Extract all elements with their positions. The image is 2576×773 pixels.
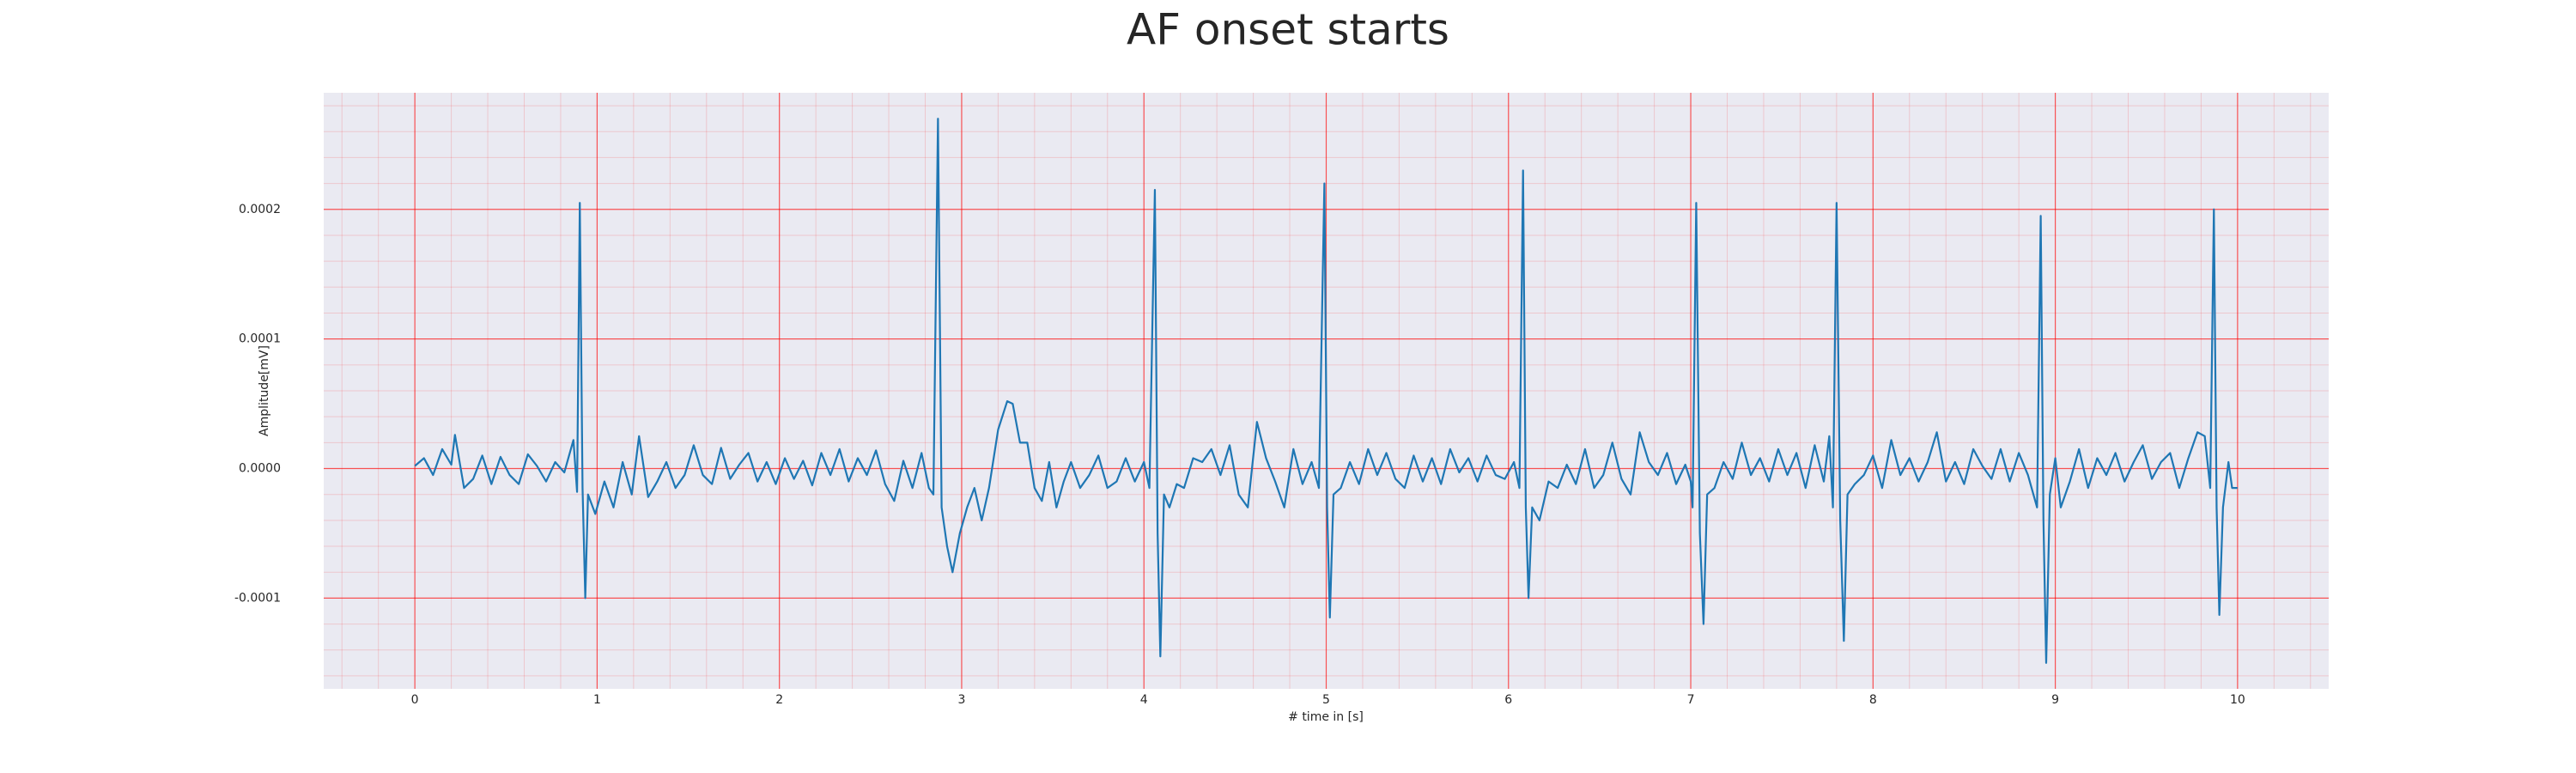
x-tick-label: 8 [1869, 693, 1877, 707]
data-layer [414, 118, 2238, 664]
x-tick-label: 5 [1322, 693, 1330, 707]
x-tick-label: 1 [593, 693, 601, 707]
y-tick-label: 0.0000 [239, 462, 281, 476]
y-tick-label: 0.0002 [239, 203, 281, 216]
x-tick-label: 10 [2230, 693, 2245, 707]
chart-title: AF onset starts [1127, 5, 1449, 55]
y-tick-label: -0.0001 [234, 591, 281, 605]
x-axis-label: # time in [s] [1288, 710, 1364, 724]
x-tick-label: 4 [1140, 693, 1148, 707]
y-tick-label: 0.0001 [239, 332, 281, 346]
y-axis-label: Amplitude[mV] [258, 345, 271, 436]
x-tick-label: 6 [1504, 693, 1512, 707]
x-tick-label: 3 [957, 693, 965, 707]
x-tick-label: 9 [2051, 693, 2059, 707]
x-tick-label: 0 [411, 693, 419, 707]
x-tick-label: 7 [1687, 693, 1695, 707]
data-line [414, 118, 2238, 664]
x-tick-label: 2 [775, 693, 783, 707]
grid [324, 93, 2329, 689]
